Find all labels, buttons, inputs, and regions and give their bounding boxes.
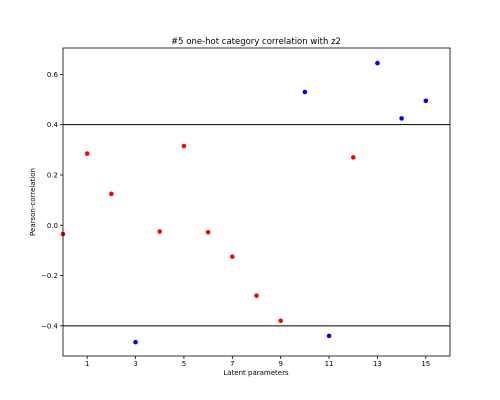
data-point (254, 293, 259, 298)
data-point (375, 60, 380, 66)
plot-frame (62, 47, 451, 357)
x-tick-label: 13 (373, 360, 382, 368)
x-tick-label: 5 (182, 360, 186, 368)
data-point (302, 89, 308, 95)
data-point (84, 151, 90, 156)
x-tick-label: 7 (230, 360, 234, 368)
data-point (181, 143, 187, 149)
data-point (157, 229, 163, 234)
y-axis: −0.4 −0.2 0.0 0.2 0.4 0.6 (41, 71, 63, 330)
x-tick-label: 11 (325, 360, 334, 368)
y-axis-title: Pearson-correlation (29, 168, 37, 236)
data-point (205, 229, 211, 235)
y-tick-label: −0.2 (41, 272, 58, 280)
y-tick-label: 0.2 (47, 171, 58, 179)
y-tick-label: 0.6 (47, 71, 59, 79)
data-point (399, 116, 404, 121)
x-tick-label: 15 (421, 360, 430, 368)
x-tick-label: 3 (133, 360, 137, 368)
x-tick-label: 9 (278, 360, 282, 368)
data-point (133, 339, 138, 345)
data-point (278, 318, 283, 324)
plot-area (60, 60, 450, 345)
x-axis: 1 3 5 7 9 11 13 15 (85, 356, 430, 368)
data-point (350, 155, 356, 160)
y-tick-label: −0.4 (41, 322, 59, 330)
data-point (230, 254, 235, 259)
chart-title: #5 one-hot category correlation with z2 (171, 37, 341, 47)
data-point (109, 191, 114, 197)
y-tick-label: 0.4 (47, 121, 59, 129)
x-tick-label: 1 (85, 360, 89, 368)
data-point (423, 98, 429, 104)
y-tick-label: 0.0 (47, 222, 58, 230)
x-axis-title: Latent parameters (223, 369, 289, 377)
data-point (326, 333, 332, 339)
